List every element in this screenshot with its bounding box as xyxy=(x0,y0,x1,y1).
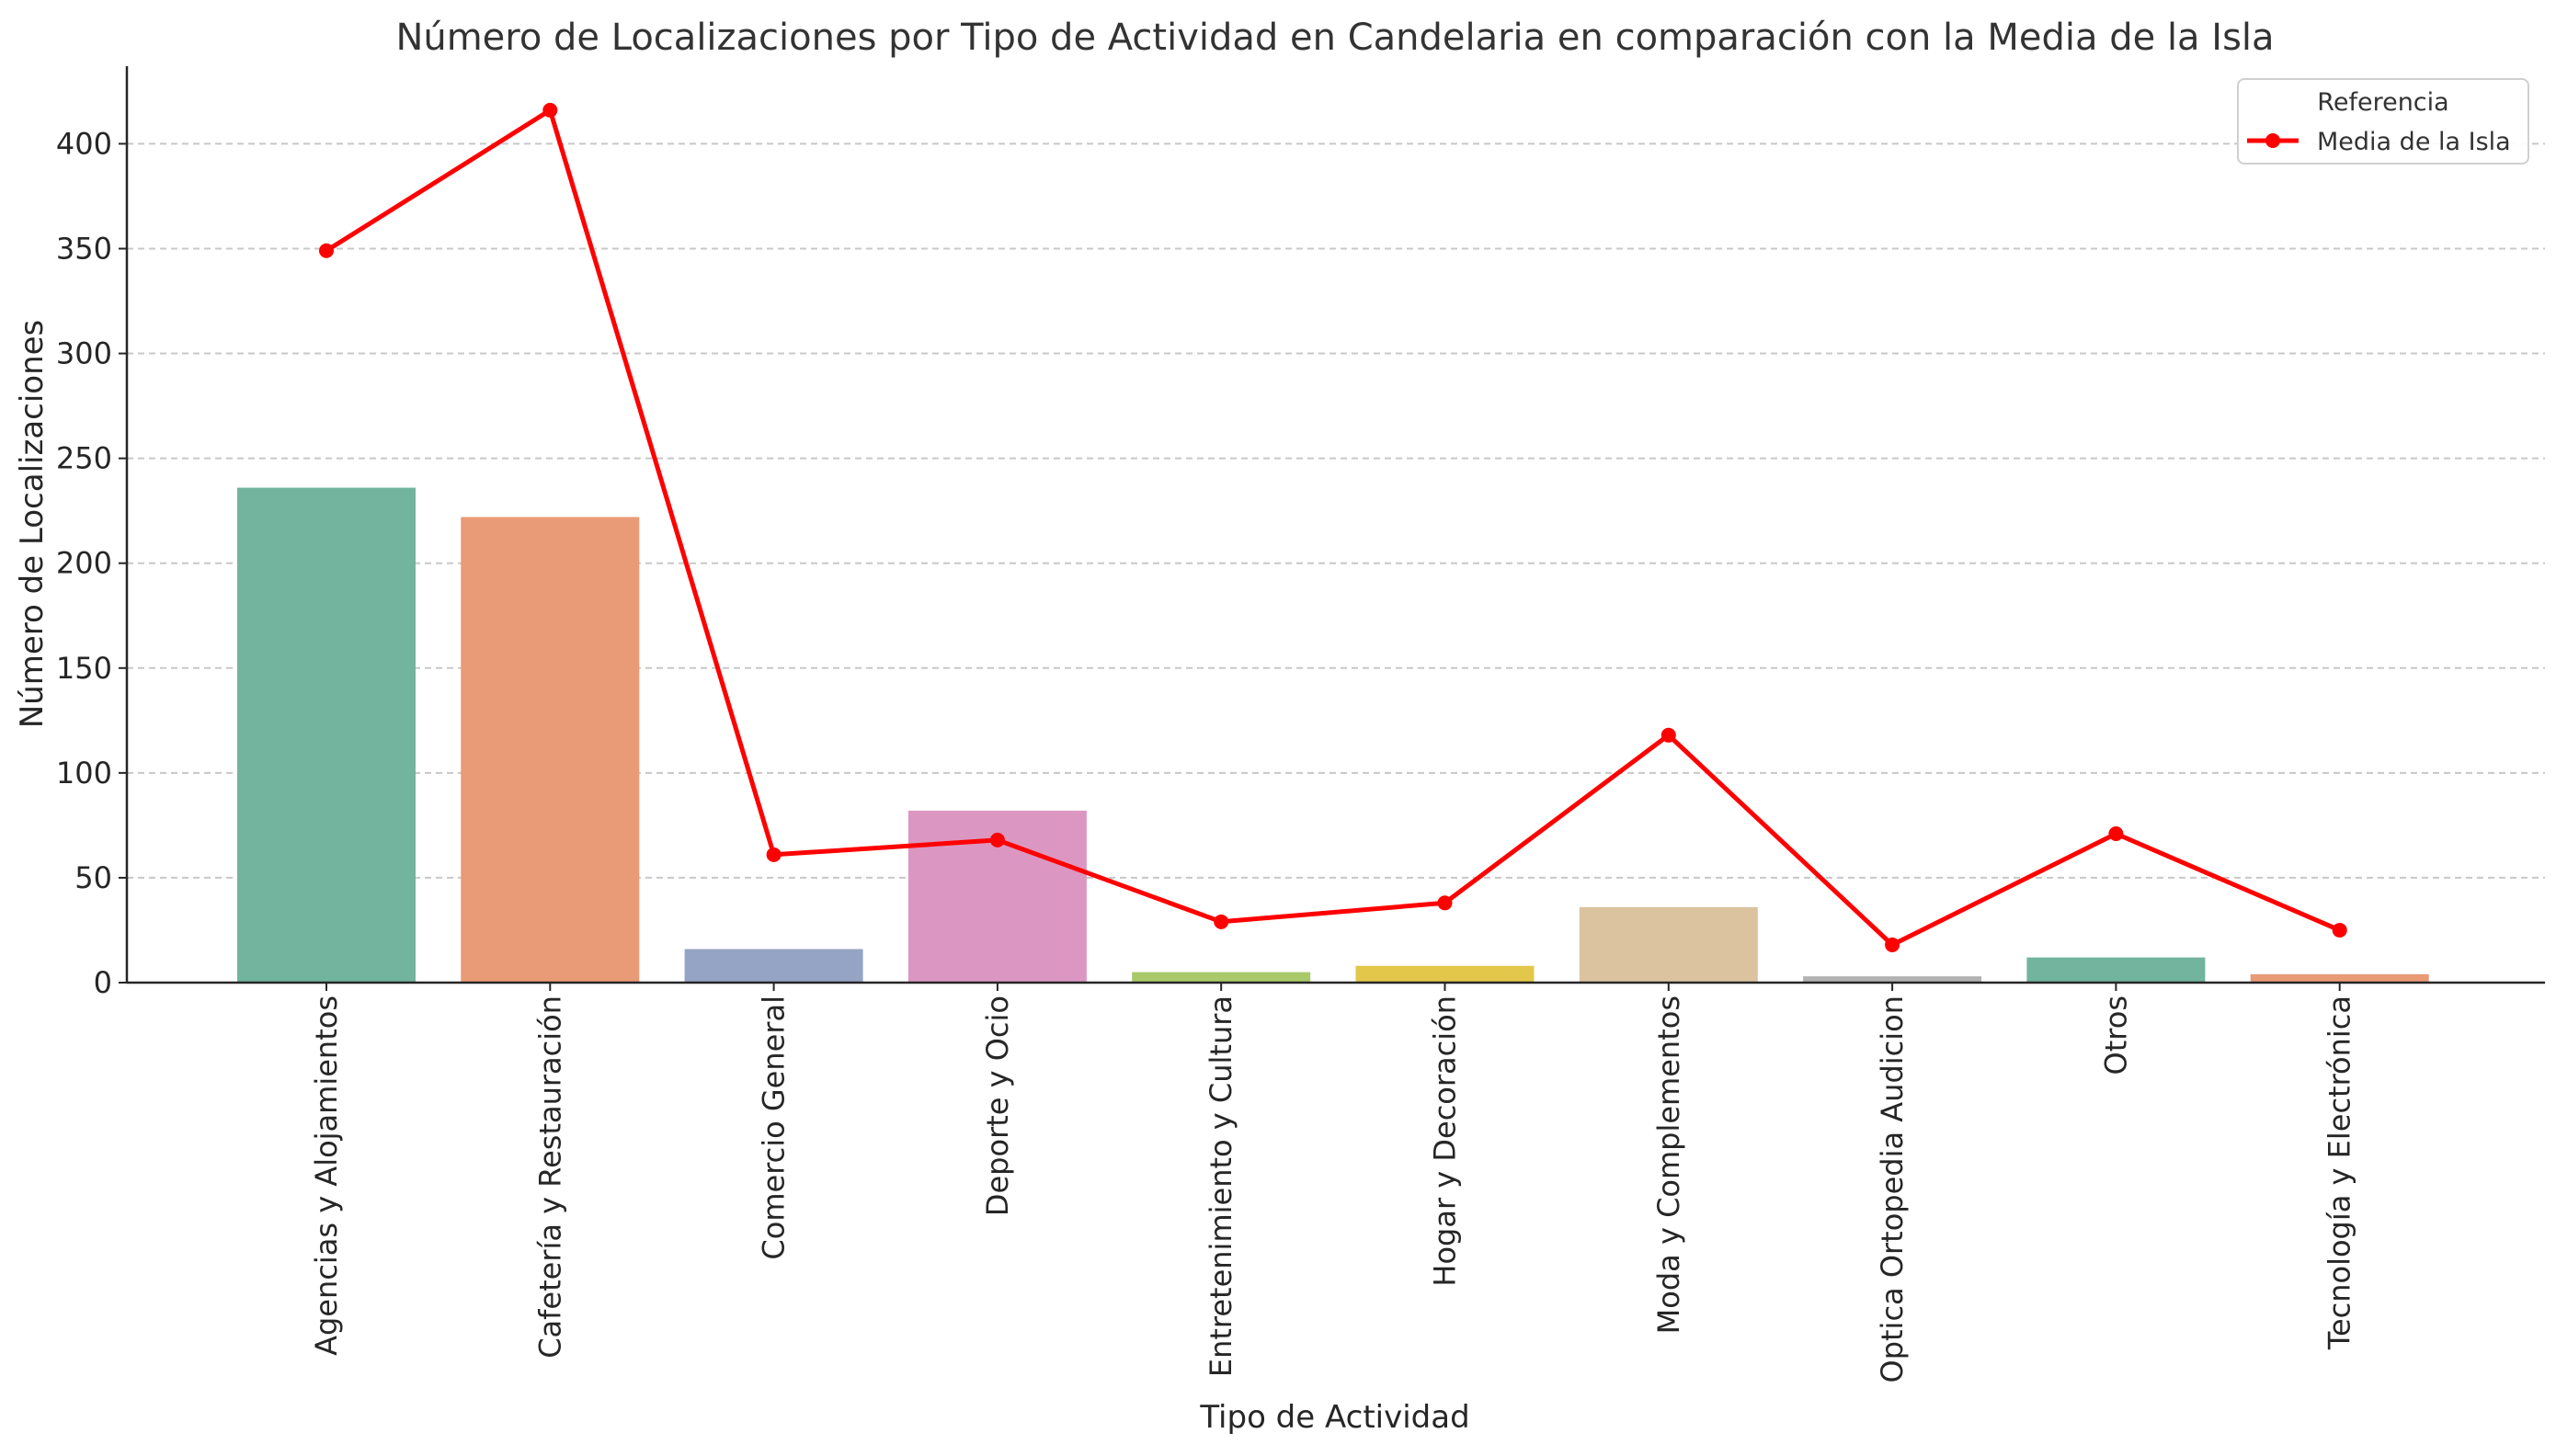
chart-title: Número de Localizaciones por Tipo de Act… xyxy=(395,17,2274,59)
x-tick-label: Cafetería y Restauración xyxy=(532,995,567,1359)
average-line-point xyxy=(1214,914,1229,929)
average-line-point xyxy=(1885,937,1900,952)
legend-frame xyxy=(2237,78,2529,165)
bar xyxy=(2026,957,2206,983)
bar xyxy=(1355,965,1535,983)
x-tick-label: Otros xyxy=(2098,995,2133,1075)
x-tick-label: Deporte y Ocio xyxy=(980,995,1015,1216)
average-line-point xyxy=(2332,922,2347,938)
y-tick-labels: 0 50 100 150 200 250 300 350 400 xyxy=(56,126,127,1000)
average-line-point xyxy=(766,847,782,862)
x-tick-labels: Agencias y Alojamientos Cafetería y Resta… xyxy=(309,983,2357,1382)
x-tick-label: Hogar y Decoración xyxy=(1428,995,1463,1287)
bar xyxy=(684,949,863,983)
average-line-path xyxy=(325,108,2341,948)
average-line-point xyxy=(1660,727,1676,743)
x-tick-label: Tecnología y Electrónica xyxy=(2322,995,2357,1350)
y-tick-label: 350 xyxy=(56,231,112,266)
legend-title: Referencia xyxy=(2317,88,2448,117)
x-tick-label: Agencias y Alojamientos xyxy=(309,995,344,1356)
x-tick-label: Optica Ortopedia Audicion xyxy=(1875,995,1910,1382)
y-tick-label: 0 xyxy=(94,965,112,1000)
x-tick-label: Entretenimiento y Cultura xyxy=(1204,995,1238,1377)
axes xyxy=(125,66,2545,984)
bar xyxy=(1803,976,1982,983)
average-line-point xyxy=(2108,826,2124,842)
legend-marker-swatch xyxy=(2265,133,2280,148)
y-tick-label: 400 xyxy=(56,126,112,161)
y-tick-label: 150 xyxy=(56,651,112,686)
bars xyxy=(237,487,2429,983)
average-line-point xyxy=(542,102,558,118)
bar xyxy=(237,487,416,983)
average-line xyxy=(319,102,2347,952)
bar xyxy=(1579,906,1758,983)
average-line-point xyxy=(319,243,334,258)
x-axis-label: Tipo de Actividad xyxy=(1199,1399,1469,1436)
bar xyxy=(461,517,640,983)
y-tick-label: 50 xyxy=(74,860,112,895)
bar xyxy=(2250,973,2429,983)
x-tick-label: Comercio General xyxy=(757,995,792,1260)
y-axis-label: Número de Localizaciones xyxy=(14,320,51,729)
y-tick-label: 200 xyxy=(56,546,112,581)
y-tick-label: 250 xyxy=(56,441,112,476)
x-tick-label: Moda y Complementos xyxy=(1651,995,1686,1334)
legend: Referencia Media de la Isla xyxy=(2237,78,2529,165)
bar xyxy=(1132,972,1311,983)
y-tick-label: 100 xyxy=(56,756,112,791)
average-line-point xyxy=(989,832,1005,847)
average-line-point xyxy=(1437,895,1453,911)
y-tick-label: 300 xyxy=(56,336,112,371)
legend-entry-label: Media de la Isla xyxy=(2317,128,2511,156)
